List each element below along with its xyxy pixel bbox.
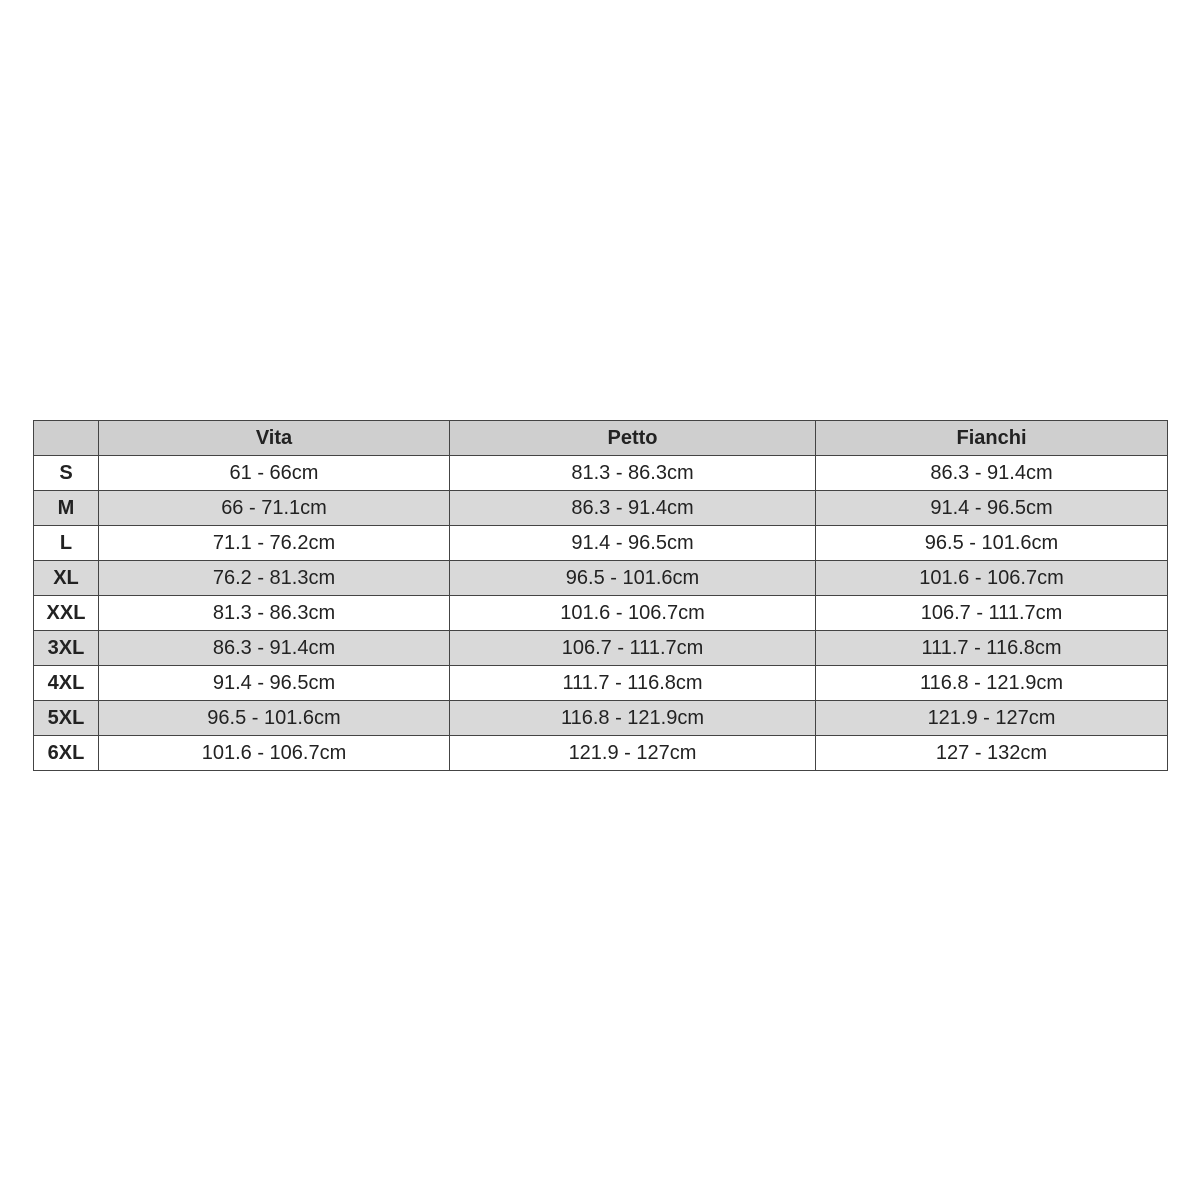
cell-vita: 91.4 - 96.5cm — [98, 665, 450, 701]
header-vita: Vita — [98, 420, 450, 456]
table-row: S 61 - 66cm 81.3 - 86.3cm 86.3 - 91.4cm — [33, 455, 1168, 491]
table-row: M 66 - 71.1cm 86.3 - 91.4cm 91.4 - 96.5cm — [33, 490, 1168, 526]
cell-petto: 81.3 - 86.3cm — [449, 455, 816, 491]
cell-vita: 86.3 - 91.4cm — [98, 630, 450, 666]
table-row: 6XL 101.6 - 106.7cm 121.9 - 127cm 127 - 132… — [33, 735, 1168, 771]
cell-vita: 96.5 - 101.6cm — [98, 700, 450, 736]
cell-vita: 66 - 71.1cm — [98, 490, 450, 526]
header-petto: Petto — [449, 420, 816, 456]
cell-fianchi: 111.7 - 116.8cm — [815, 630, 1168, 666]
cell-size: M — [33, 490, 99, 526]
table-row: 4XL 91.4 - 96.5cm 111.7 - 116.8cm 116.8 - 1… — [33, 665, 1168, 701]
cell-fianchi: 121.9 - 127cm — [815, 700, 1168, 736]
cell-fianchi: 91.4 - 96.5cm — [815, 490, 1168, 526]
cell-petto: 86.3 - 91.4cm — [449, 490, 816, 526]
cell-size: XXL — [33, 595, 99, 631]
table-row: L 71.1 - 76.2cm 91.4 - 96.5cm 96.5 - 101.6c… — [33, 525, 1168, 561]
table-row: 3XL 86.3 - 91.4cm 106.7 - 111.7cm 111.7 - 1… — [33, 630, 1168, 666]
cell-petto: 91.4 - 96.5cm — [449, 525, 816, 561]
cell-fianchi: 127 - 132cm — [815, 735, 1168, 771]
cell-fianchi: 101.6 - 106.7cm — [815, 560, 1168, 596]
cell-fianchi: 106.7 - 111.7cm — [815, 595, 1168, 631]
cell-petto: 101.6 - 106.7cm — [449, 595, 816, 631]
header-row: Vita Petto Fianchi — [33, 420, 1168, 456]
cell-fianchi: 86.3 - 91.4cm — [815, 455, 1168, 491]
cell-petto: 96.5 - 101.6cm — [449, 560, 816, 596]
cell-petto: 116.8 - 121.9cm — [449, 700, 816, 736]
cell-size: 6XL — [33, 735, 99, 771]
table-row: XXL 81.3 - 86.3cm 101.6 - 106.7cm 106.7 - 1… — [33, 595, 1168, 631]
cell-size: 3XL — [33, 630, 99, 666]
table-row: 5XL 96.5 - 101.6cm 116.8 - 121.9cm 121.9 - … — [33, 700, 1168, 736]
cell-petto: 121.9 - 127cm — [449, 735, 816, 771]
cell-vita: 76.2 - 81.3cm — [98, 560, 450, 596]
cell-vita: 81.3 - 86.3cm — [98, 595, 450, 631]
cell-petto: 106.7 - 111.7cm — [449, 630, 816, 666]
header-size — [33, 420, 99, 456]
cell-fianchi: 116.8 - 121.9cm — [815, 665, 1168, 701]
cell-size: 4XL — [33, 665, 99, 701]
cell-size: 5XL — [33, 700, 99, 736]
cell-petto: 111.7 - 116.8cm — [449, 665, 816, 701]
cell-size: XL — [33, 560, 99, 596]
table-row: XL 76.2 - 81.3cm 96.5 - 101.6cm 101.6 - 106… — [33, 560, 1168, 596]
size-chart-table: Vita Petto Fianchi S 61 - 66cm 81.3 - 86.3… — [33, 420, 1168, 771]
cell-fianchi: 96.5 - 101.6cm — [815, 525, 1168, 561]
cell-size: L — [33, 525, 99, 561]
cell-size: S — [33, 455, 99, 491]
cell-vita: 61 - 66cm — [98, 455, 450, 491]
cell-vita: 71.1 - 76.2cm — [98, 525, 450, 561]
cell-vita: 101.6 - 106.7cm — [98, 735, 450, 771]
header-fianchi: Fianchi — [815, 420, 1168, 456]
